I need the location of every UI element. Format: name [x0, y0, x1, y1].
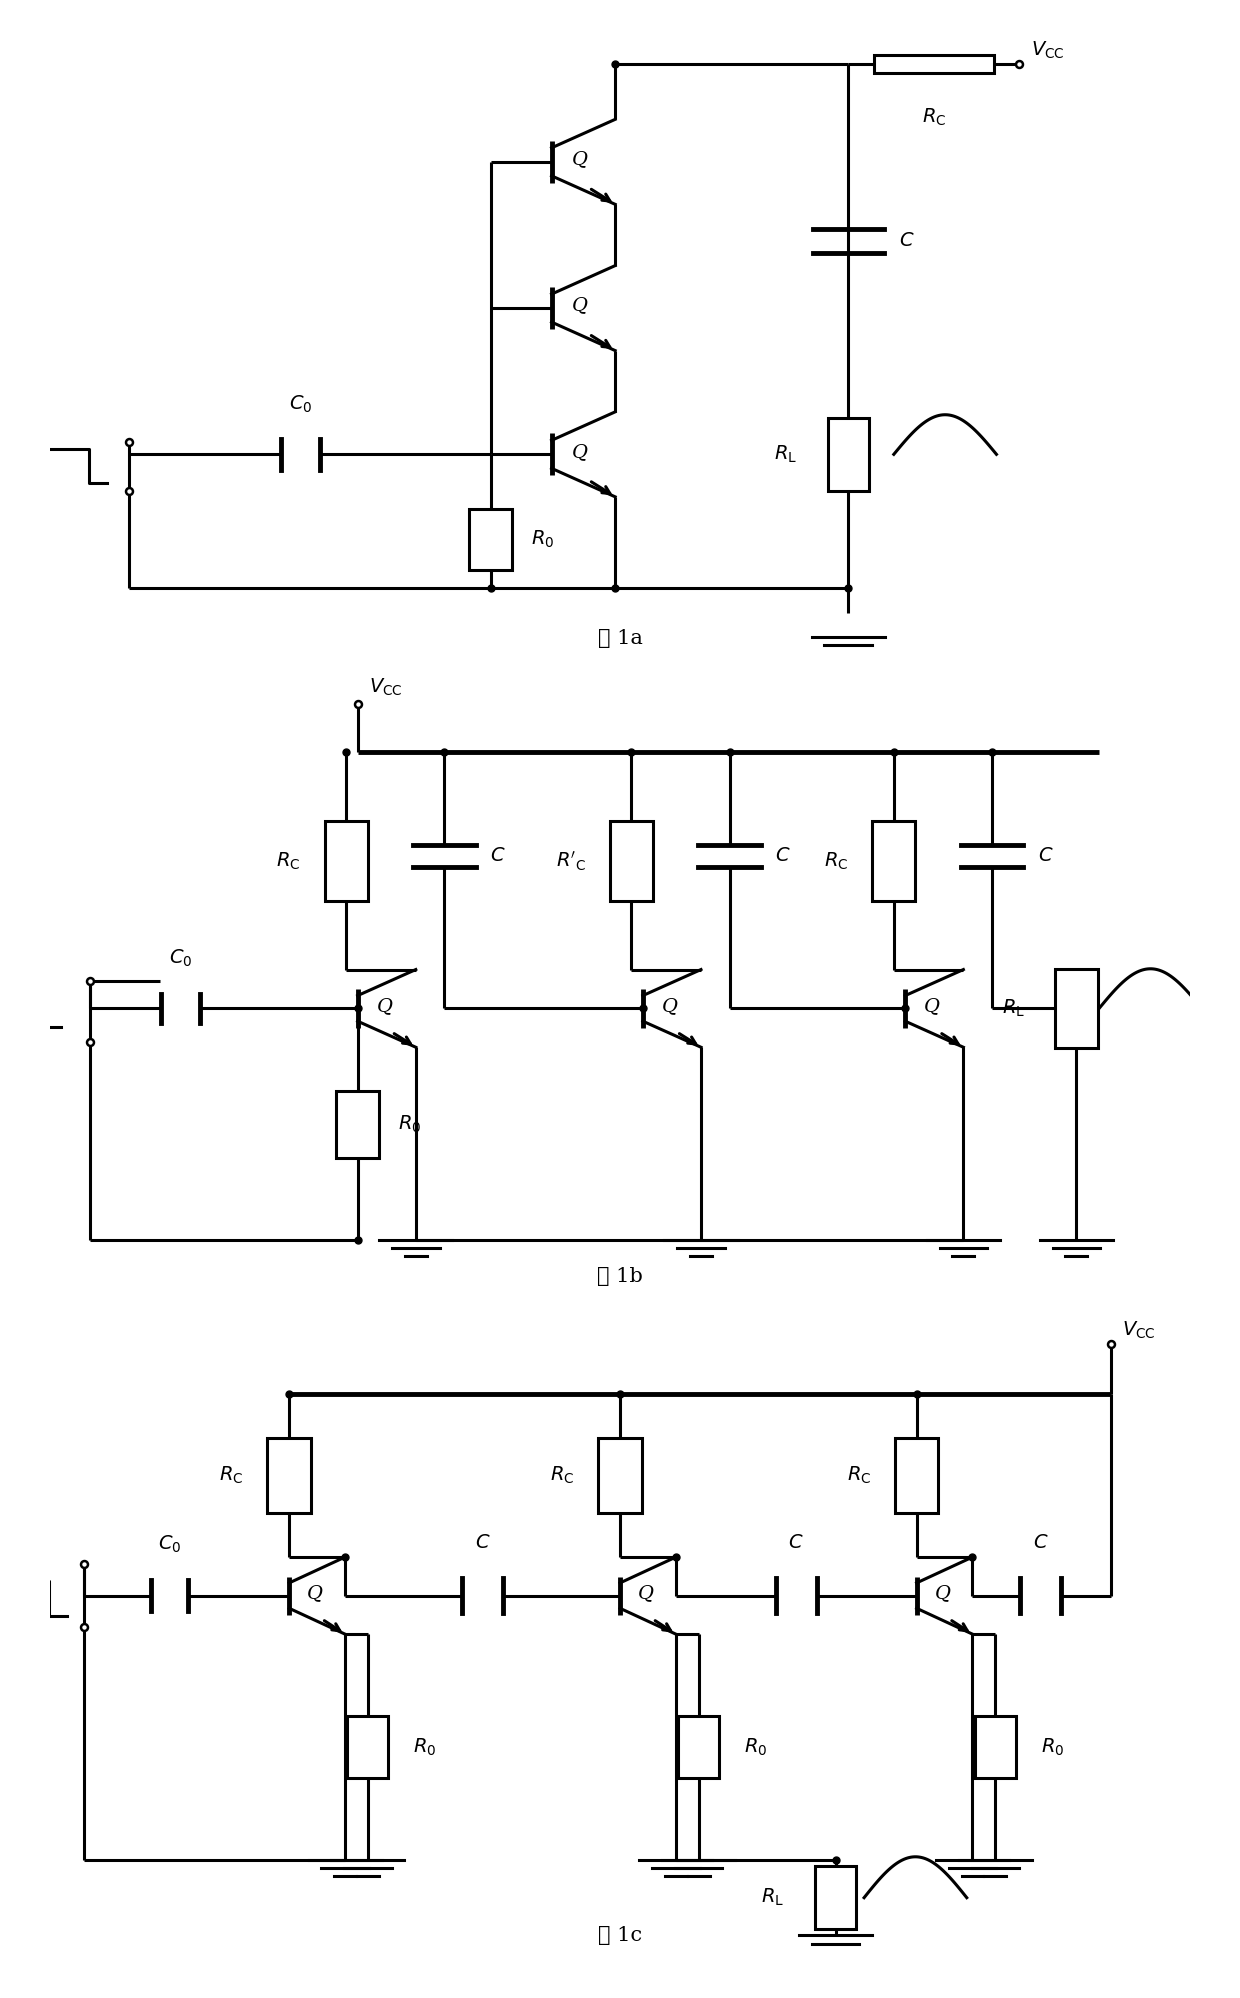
- Bar: [347, 1716, 388, 1778]
- Text: $C_{0}$: $C_{0}$: [169, 947, 192, 969]
- Text: $R_{0}$: $R_{0}$: [531, 529, 554, 549]
- Text: $C_{0}$: $C_{0}$: [289, 394, 312, 416]
- Bar: [599, 1439, 641, 1512]
- Text: $C$: $C$: [475, 1534, 490, 1552]
- Text: $R_{\mathrm{L}}$: $R_{\mathrm{L}}$: [761, 1886, 784, 1908]
- Text: Q: Q: [935, 1584, 951, 1602]
- Text: $R_{\mathrm{C}}$: $R_{\mathrm{C}}$: [847, 1465, 870, 1487]
- Text: Q: Q: [639, 1584, 653, 1602]
- Text: $C$: $C$: [1038, 847, 1053, 865]
- Text: $R_{\mathrm{C}}$: $R_{\mathrm{C}}$: [219, 1465, 243, 1487]
- Text: $R_{\mathrm{L}}$: $R_{\mathrm{L}}$: [774, 444, 797, 466]
- Text: $C$: $C$: [775, 847, 791, 865]
- Text: $R_{\mathrm{C}}$: $R_{\mathrm{C}}$: [551, 1465, 574, 1487]
- Text: $C$: $C$: [899, 232, 915, 250]
- Text: 图 1a: 图 1a: [598, 629, 642, 647]
- Text: $R_{\mathrm{C}}$: $R_{\mathrm{C}}$: [823, 851, 848, 871]
- Text: Q: Q: [662, 997, 677, 1015]
- Text: $C$: $C$: [1033, 1534, 1049, 1552]
- Bar: [895, 1439, 939, 1512]
- Text: $R_{0}$: $R_{0}$: [398, 1113, 420, 1135]
- Text: $C$: $C$: [490, 847, 506, 865]
- Bar: [815, 1866, 856, 1930]
- Text: Q: Q: [924, 997, 940, 1015]
- Text: $R_{\mathrm{C}}$: $R_{\mathrm{C}}$: [921, 108, 946, 128]
- Text: $R_{0}$: $R_{0}$: [413, 1736, 436, 1758]
- Bar: [872, 821, 915, 901]
- Text: $R_{0}$: $R_{0}$: [1040, 1736, 1064, 1758]
- Text: $V_{\mathrm{CC}}$: $V_{\mathrm{CC}}$: [1122, 1319, 1156, 1341]
- Text: $R_{\mathrm{L}}$: $R_{\mathrm{L}}$: [1002, 997, 1025, 1019]
- Bar: [469, 509, 512, 569]
- Bar: [975, 1716, 1016, 1778]
- Text: $R_{\mathrm{C}}$: $R_{\mathrm{C}}$: [277, 851, 300, 871]
- Text: Q: Q: [308, 1584, 324, 1602]
- Text: $V_{\mathrm{CC}}$: $V_{\mathrm{CC}}$: [370, 675, 403, 697]
- Text: Q: Q: [572, 296, 588, 314]
- Text: $C$: $C$: [789, 1534, 804, 1552]
- Bar: [874, 56, 993, 74]
- Bar: [678, 1716, 719, 1778]
- Text: $R'_{\mathrm{C}}$: $R'_{\mathrm{C}}$: [556, 849, 585, 873]
- Bar: [336, 1091, 379, 1157]
- Text: $C_{0}$: $C_{0}$: [157, 1532, 181, 1554]
- Bar: [1055, 969, 1097, 1049]
- Bar: [827, 418, 869, 492]
- Text: $V_{\mathrm{CC}}$: $V_{\mathrm{CC}}$: [1030, 40, 1064, 62]
- Bar: [268, 1439, 311, 1512]
- Text: 图 1b: 图 1b: [598, 1267, 642, 1285]
- Text: Q: Q: [572, 150, 588, 168]
- Text: 图 1c: 图 1c: [598, 1926, 642, 1944]
- Bar: [325, 821, 368, 901]
- Bar: [610, 821, 653, 901]
- Text: $R_{0}$: $R_{0}$: [744, 1736, 768, 1758]
- Text: Q: Q: [572, 444, 588, 462]
- Text: Q: Q: [377, 997, 392, 1015]
